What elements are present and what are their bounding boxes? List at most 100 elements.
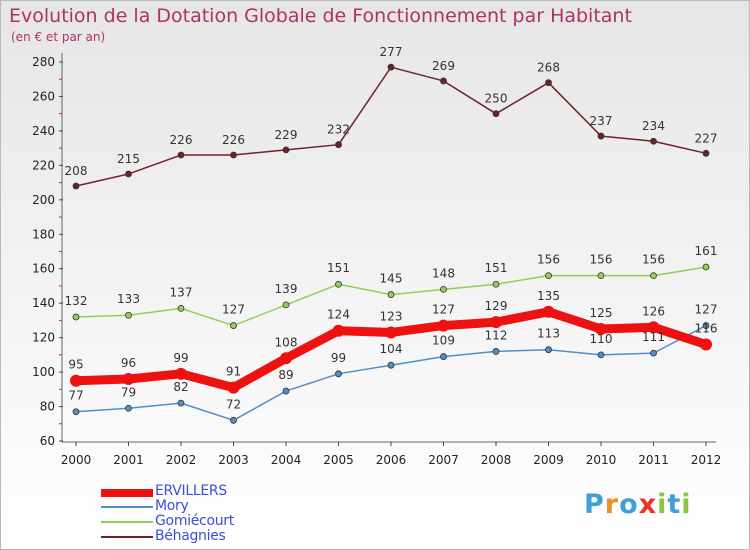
data-label: 82 xyxy=(173,380,188,394)
data-point xyxy=(700,338,712,351)
data-point xyxy=(702,322,710,329)
data-point xyxy=(70,374,82,387)
logo-letter: x xyxy=(638,489,658,520)
data-point xyxy=(72,408,80,416)
data-label: 126 xyxy=(642,304,665,318)
data-point xyxy=(125,170,132,178)
legend-swatch-gomiecourt xyxy=(101,521,153,523)
y-tick-label: 240 xyxy=(32,124,55,138)
data-label: 268 xyxy=(537,61,560,75)
data-point xyxy=(490,316,502,329)
data-point xyxy=(650,272,657,280)
y-tick-label: 100 xyxy=(32,365,55,379)
data-label: 227 xyxy=(695,131,718,145)
data-label: 104 xyxy=(380,342,403,356)
data-label: 156 xyxy=(537,253,560,267)
data-point xyxy=(650,349,657,357)
data-label: 133 xyxy=(117,292,140,306)
logo-letter: P xyxy=(584,489,605,520)
x-tick-label: 2001 xyxy=(113,453,144,467)
x-tick-label: 2004 xyxy=(271,453,302,467)
data-label: 127 xyxy=(695,303,718,317)
data-point xyxy=(387,63,395,71)
data-point xyxy=(545,79,552,87)
data-label: 129 xyxy=(485,299,508,313)
legend-swatch-mory xyxy=(101,506,153,508)
y-tick-label: 200 xyxy=(32,193,55,207)
data-label: 109 xyxy=(432,334,455,348)
logo-letter: o xyxy=(619,489,639,520)
data-label: 156 xyxy=(590,253,613,267)
proxiti-logo: Proxiti xyxy=(584,489,692,520)
chart-subtitle: (en € et par an) xyxy=(11,30,106,44)
data-label: 234 xyxy=(642,119,665,133)
data-point xyxy=(440,285,447,293)
data-label: 91 xyxy=(226,365,241,379)
data-label: 116 xyxy=(695,322,718,336)
y-tick-label: 260 xyxy=(32,89,55,103)
data-point xyxy=(595,323,607,336)
data-point xyxy=(545,272,552,280)
data-label: 277 xyxy=(380,45,403,59)
data-label: 95 xyxy=(68,358,83,372)
y-tick-label: 220 xyxy=(32,158,55,172)
data-point xyxy=(177,399,185,407)
data-point xyxy=(702,149,710,157)
data-label: 161 xyxy=(695,244,718,258)
data-point xyxy=(335,280,342,288)
x-tick-label: 2009 xyxy=(533,453,564,467)
data-label: 156 xyxy=(642,253,665,267)
data-point xyxy=(597,272,605,280)
x-tick-label: 2011 xyxy=(638,453,669,467)
data-point xyxy=(492,280,500,288)
data-point xyxy=(125,404,132,412)
legend-label-behagnies: Béhagnies xyxy=(155,528,226,544)
data-point xyxy=(647,321,660,334)
legend-label-ervillers: ERVILLERS xyxy=(155,483,227,499)
data-point xyxy=(72,313,80,321)
data-point xyxy=(440,77,447,85)
data-point xyxy=(230,322,237,329)
data-point xyxy=(230,416,237,424)
data-label: 123 xyxy=(380,309,403,323)
x-tick-label: 2005 xyxy=(323,453,354,467)
data-point xyxy=(437,319,450,332)
data-point xyxy=(177,304,185,312)
data-label: 96 xyxy=(121,356,136,370)
data-label: 269 xyxy=(432,59,455,73)
legend-swatch-behagnies xyxy=(101,536,153,538)
data-point xyxy=(177,151,185,159)
logo-letter: t xyxy=(667,489,682,520)
logo-letter: i xyxy=(681,489,692,520)
legend-label-mory: Mory xyxy=(155,498,189,514)
data-point xyxy=(545,346,552,354)
data-point xyxy=(280,352,292,365)
data-point xyxy=(387,361,395,369)
data-label: 127 xyxy=(222,303,245,317)
data-label: 215 xyxy=(117,152,140,166)
data-label: 151 xyxy=(327,261,350,275)
data-label: 226 xyxy=(222,133,245,147)
data-label: 110 xyxy=(590,332,613,346)
x-tick-label: 2002 xyxy=(166,453,197,467)
y-tick-label: 80 xyxy=(40,400,55,414)
data-label: 127 xyxy=(432,303,455,317)
logo-letter: i xyxy=(657,489,668,520)
data-point xyxy=(597,132,605,140)
data-point xyxy=(440,353,447,360)
data-label: 99 xyxy=(173,351,188,365)
data-point xyxy=(492,348,500,355)
data-point xyxy=(387,291,395,298)
data-label: 250 xyxy=(485,92,508,106)
data-point xyxy=(542,305,555,318)
data-label: 77 xyxy=(68,389,83,403)
data-point xyxy=(332,324,345,337)
data-label: 125 xyxy=(590,306,613,320)
data-label: 208 xyxy=(65,164,88,178)
data-label: 112 xyxy=(485,328,508,342)
x-tick-label: 2000 xyxy=(61,453,92,467)
legend-label-gomiecourt: Gomiécourt xyxy=(155,513,234,529)
data-label: 99 xyxy=(331,351,346,365)
